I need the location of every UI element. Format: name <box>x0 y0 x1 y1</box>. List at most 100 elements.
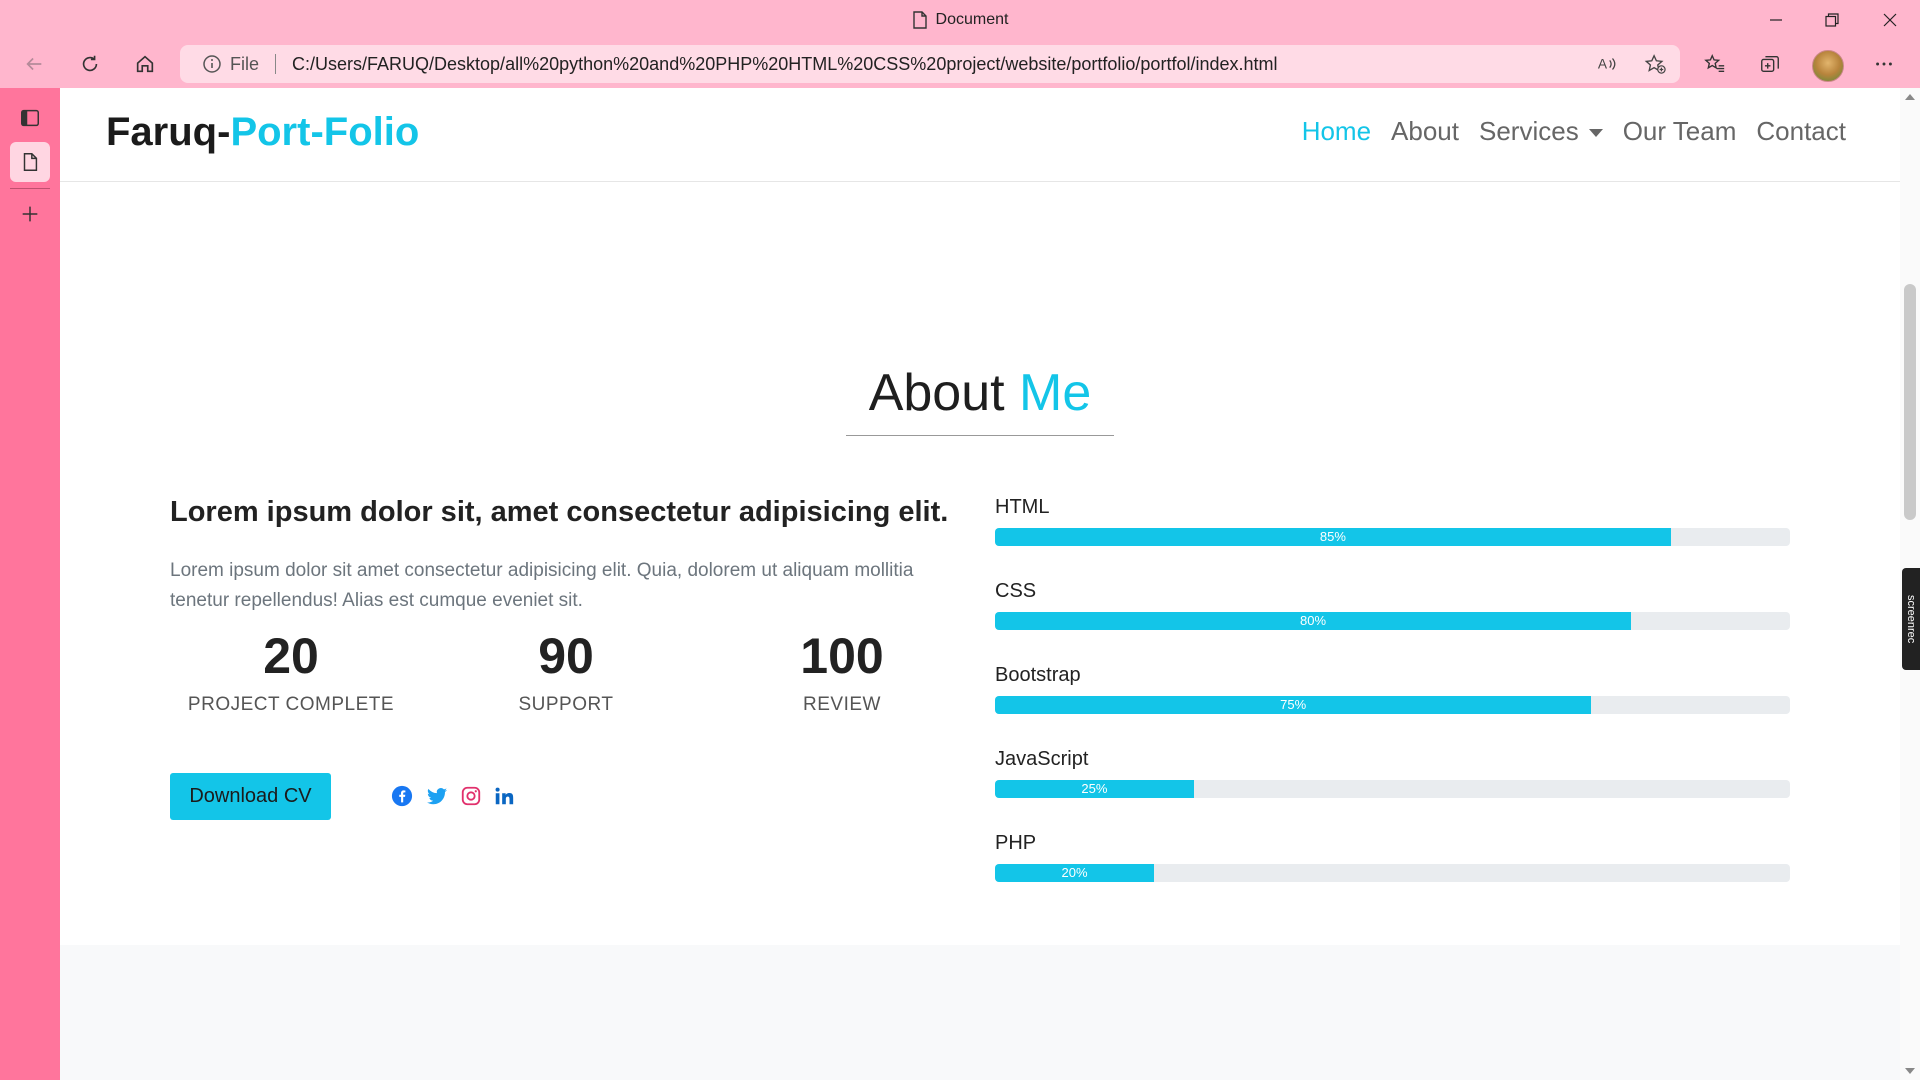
home-icon <box>136 55 154 73</box>
home-button[interactable] <box>127 46 163 82</box>
info-icon <box>203 55 221 73</box>
stat-label: REVIEW <box>803 694 881 715</box>
next-section-band <box>60 945 1900 1080</box>
progress-bar: 25% <box>995 780 1194 798</box>
address-separator <box>275 54 277 74</box>
screenrec-badge[interactable]: screenrec <box>1902 568 1920 670</box>
plus-icon <box>22 206 38 222</box>
facebook-link[interactable] <box>391 785 413 807</box>
restore-icon <box>1825 13 1839 27</box>
restore-button[interactable] <box>1810 4 1854 36</box>
new-tab-button[interactable] <box>10 194 50 234</box>
collections-icon <box>1761 55 1779 73</box>
web-page: Faruq-Port-Folio Home About Services Our… <box>60 88 1900 1080</box>
skill-html: HTML 85% <box>995 496 1790 546</box>
reload-icon <box>82 55 98 72</box>
about-title-main: About <box>868 364 1005 422</box>
url-text[interactable]: C:/Users/FARUQ/Desktop/all%20python%20an… <box>292 53 1278 74</box>
instagram-link[interactable] <box>460 785 482 807</box>
close-icon <box>1883 13 1897 27</box>
reload-button[interactable] <box>72 46 108 82</box>
about-section-title: About Me <box>60 363 1900 423</box>
close-button[interactable] <box>1868 4 1912 36</box>
sidebar-divider <box>10 188 50 189</box>
skill-name: CSS <box>995 580 1037 602</box>
stat-value: 20 <box>263 628 319 684</box>
stat-value: 100 <box>800 628 884 684</box>
skill-name: HTML <box>995 496 1050 518</box>
skill-javascript: JavaScript 25% <box>995 748 1790 798</box>
minimize-button[interactable] <box>1754 4 1798 36</box>
progress-bar: 80% <box>995 612 1631 630</box>
scrollbar-thumb[interactable] <box>1904 284 1916 520</box>
nav-about[interactable]: About <box>1391 116 1459 146</box>
address-bar[interactable]: File C:/Users/FARUQ/Desktop/all%20python… <box>180 45 1680 83</box>
linkedin-icon <box>495 787 514 805</box>
progress-track: 20% <box>995 864 1790 882</box>
nav-services[interactable]: Services <box>1479 116 1603 147</box>
vertical-tabs-sidebar <box>0 88 60 1080</box>
stat-review: 100 REVIEW <box>712 626 972 716</box>
scroll-down-arrow-icon[interactable] <box>1905 1068 1915 1074</box>
tab-actions-button[interactable] <box>10 98 50 138</box>
tab-document[interactable] <box>10 142 50 182</box>
chevron-down-icon <box>1588 129 1603 138</box>
progress-bar: 85% <box>995 528 1671 546</box>
brand-main: Faruq- <box>106 110 231 154</box>
about-title-accent: Me <box>1019 364 1092 422</box>
stat-project-complete: 20 PROJECT COMPLETE <box>161 626 421 716</box>
page-icon <box>23 153 38 171</box>
brand-accent: Port-Folio <box>230 110 420 154</box>
nav-home[interactable]: Home <box>1301 116 1372 146</box>
stat-value: 90 <box>538 628 594 684</box>
tab-actions-icon <box>21 109 39 127</box>
nav-links: Home About Services Our Team Contact <box>1302 116 1846 147</box>
stat-support: 90 SUPPORT <box>436 626 696 716</box>
add-favorite-icon[interactable] <box>1644 53 1666 75</box>
window-title-text: Document <box>935 11 1009 28</box>
instagram-icon <box>461 786 481 806</box>
read-aloud-icon[interactable]: A <box>1596 53 1618 75</box>
site-navbar: Faruq-Port-Folio Home About Services Our… <box>60 88 1900 182</box>
download-cv-button[interactable]: Download CV <box>170 773 331 820</box>
site-brand[interactable]: Faruq-Port-Folio <box>106 110 419 155</box>
progress-bar: 75% <box>995 696 1592 714</box>
stat-label: SUPPORT <box>518 694 614 715</box>
profile-avatar[interactable] <box>1812 50 1844 82</box>
favorites-button[interactable] <box>1697 46 1733 82</box>
window-titlebar: Document <box>0 0 1920 40</box>
nav-contact[interactable]: Contact <box>1756 116 1846 146</box>
nav-our-team[interactable]: Our Team <box>1622 116 1737 146</box>
more-menu-button[interactable] <box>1866 46 1902 82</box>
skill-name: JavaScript <box>995 748 1089 770</box>
progress-track: 75% <box>995 696 1790 714</box>
scroll-up-arrow-icon[interactable] <box>1905 94 1915 100</box>
progress-track: 80% <box>995 612 1790 630</box>
nav-services-label: Services <box>1479 116 1579 146</box>
about-heading: Lorem ipsum dolor sit, amet consectetur … <box>170 496 949 528</box>
skill-bootstrap: Bootstrap 75% <box>995 664 1790 714</box>
minimize-icon <box>1770 19 1782 21</box>
document-icon <box>912 11 927 29</box>
twitter-icon <box>426 788 448 805</box>
stat-label: PROJECT COMPLETE <box>187 694 395 715</box>
skill-php: PHP 20% <box>995 832 1790 882</box>
title-underline <box>846 435 1114 436</box>
twitter-link[interactable] <box>426 785 448 807</box>
facebook-icon <box>391 785 413 807</box>
collections-button[interactable] <box>1752 46 1788 82</box>
back-button[interactable] <box>16 46 52 82</box>
address-prefix: File <box>230 53 260 74</box>
about-paragraph: Lorem ipsum dolor sit amet consectetur a… <box>170 560 914 611</box>
progress-bar: 20% <box>995 864 1154 882</box>
back-arrow-icon <box>26 57 42 71</box>
progress-track: 85% <box>995 528 1790 546</box>
linkedin-link[interactable] <box>493 785 515 807</box>
progress-track: 25% <box>995 780 1790 798</box>
site-info[interactable]: File <box>202 54 259 75</box>
svg-text:A: A <box>1598 57 1608 72</box>
skill-name: PHP <box>995 832 1037 854</box>
skill-name: Bootstrap <box>995 664 1081 686</box>
window-title: Document <box>0 0 1920 40</box>
skill-css: CSS 80% <box>995 580 1790 630</box>
